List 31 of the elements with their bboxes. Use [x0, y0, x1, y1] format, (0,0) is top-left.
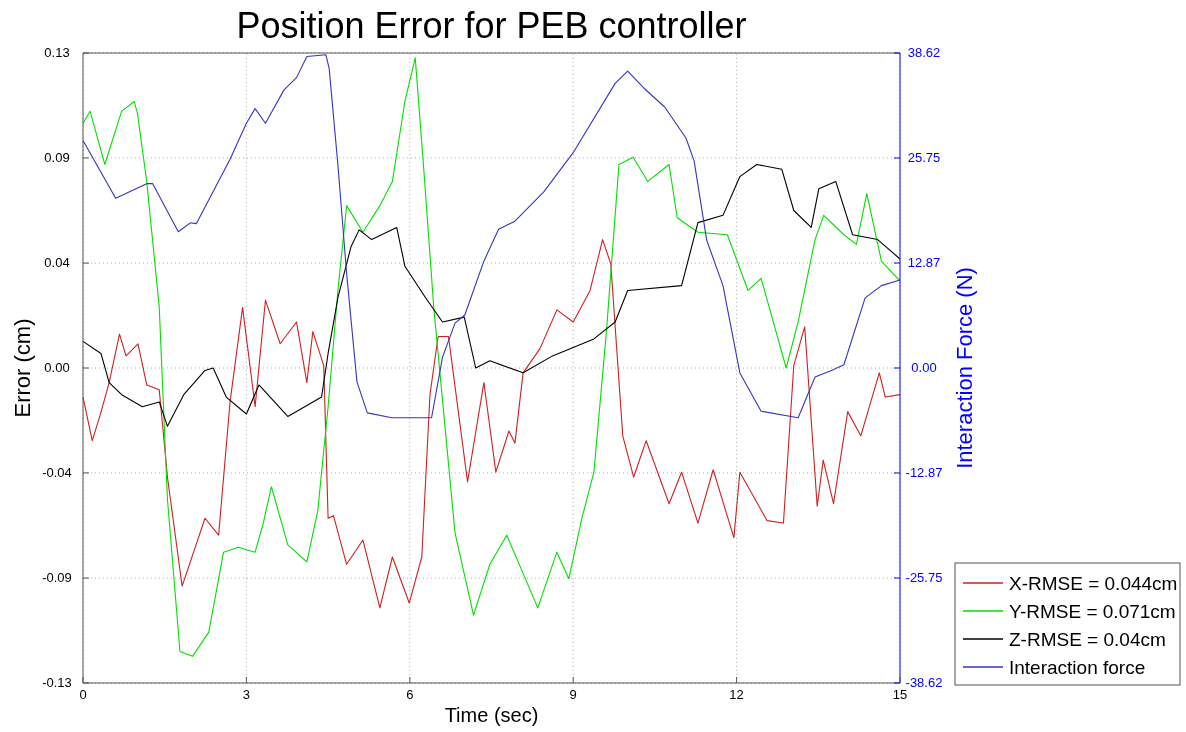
y-tick-label: 0.13: [44, 45, 70, 60]
y-tick-label: -0.13: [42, 675, 72, 690]
y2-tick-label: 12.87: [907, 255, 941, 271]
legend-label: X-RMSE = 0.044cm: [1009, 573, 1178, 594]
legend-label: Z-RMSE = 0.04cm: [1009, 629, 1166, 650]
legend-label: Y-RMSE = 0.071cm: [1009, 601, 1176, 622]
x-axis-title: Time (sec): [444, 704, 539, 726]
y2-tick-label: 38.62: [907, 45, 941, 60]
y-tick-label: -0.09: [42, 570, 72, 586]
y2-tick-label: -12.87: [905, 464, 943, 480]
y-tick-label: 0.04: [44, 255, 70, 271]
line-series: [82, 57, 901, 657]
y2-axis-title: Interaction Force (N): [952, 267, 977, 469]
y2-tick-label: 0.00: [911, 360, 937, 375]
x-tick-label: 6: [406, 687, 414, 702]
x-tick-label: 12: [729, 687, 744, 702]
x-tick-label: 9: [569, 687, 577, 702]
y-tick-label: 0.00: [44, 360, 70, 375]
x-tick-label: 15: [892, 687, 908, 702]
y2-tick-label: -38.62: [905, 675, 943, 690]
line-series: [82, 163, 901, 427]
chart-title: Position Error for PEB controller: [236, 5, 747, 46]
y-tick-label: -0.04: [42, 464, 72, 480]
x-tick-label: 0: [79, 687, 87, 702]
y2-tick-label: -25.75: [905, 570, 943, 586]
y2-tick-label: 25.75: [907, 149, 941, 165]
y-axis-title: Error (cm): [10, 318, 35, 418]
legend-label: Interaction force: [1009, 657, 1146, 678]
y-tick-label: 0.09: [44, 149, 70, 165]
x-tick-label: 3: [242, 687, 251, 702]
line-series: [82, 239, 901, 609]
